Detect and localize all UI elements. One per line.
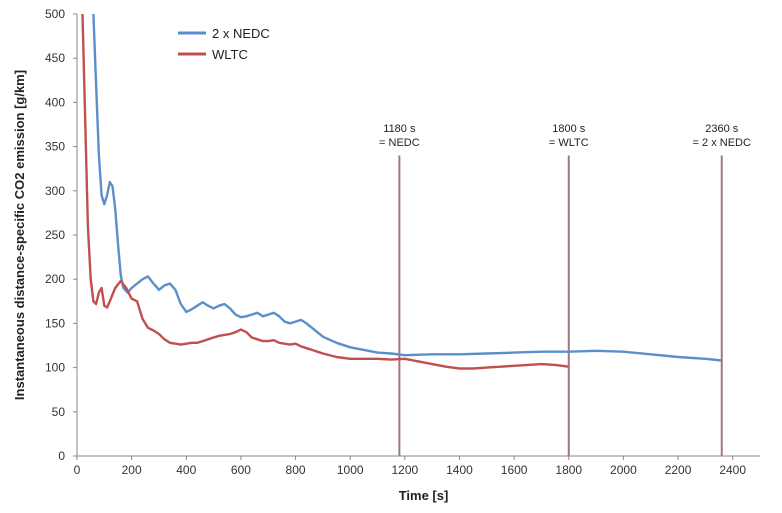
y-axis-title: Instantaneous distance-specific CO2 emis… <box>12 70 27 400</box>
x-tick-label: 0 <box>74 463 81 477</box>
x-tick-label: 2000 <box>610 463 637 477</box>
y-tick-label: 350 <box>45 140 65 154</box>
annotation-label-time: 1180 s <box>383 123 416 135</box>
legend: 2 x NEDC WLTC <box>178 26 270 62</box>
y-tick-label: 100 <box>45 361 65 375</box>
legend-label-wltc: WLTC <box>212 47 248 62</box>
x-tick-label: 1800 <box>555 463 582 477</box>
y-tick-label: 400 <box>45 95 65 109</box>
x-tick-label: 1400 <box>446 463 473 477</box>
y-tick-label: 450 <box>45 51 65 65</box>
annotation-label-cycle: = 2 x NEDC <box>693 137 751 149</box>
x-axis-title: Time [s] <box>399 488 449 503</box>
y-tick-label: 50 <box>52 405 66 419</box>
x-tick-label: 800 <box>286 463 306 477</box>
series-line-2-x-nedc <box>92 13 722 362</box>
series-line-wltc <box>81 13 569 370</box>
annotation-label-cycle: = NEDC <box>379 137 420 149</box>
x-tick-label: 2200 <box>665 463 692 477</box>
y-tick-label: 150 <box>45 316 65 330</box>
x-tick-label: 1200 <box>391 463 418 477</box>
legend-label-2x-nedc: 2 x NEDC <box>212 26 270 41</box>
annotation-label-time: 1800 s <box>552 123 586 135</box>
x-tick-label: 200 <box>122 463 142 477</box>
y-tick-label: 200 <box>45 272 65 286</box>
annotation-label-time: 2360 s <box>705 123 739 135</box>
x-tick-label: 1000 <box>337 463 364 477</box>
x-tick-label: 1600 <box>501 463 528 477</box>
y-tick-label: 0 <box>58 449 65 463</box>
y-tick-label: 250 <box>45 228 65 242</box>
x-tick-label: 400 <box>176 463 196 477</box>
y-tick-label: 500 <box>45 7 65 21</box>
y-tick-label: 300 <box>45 184 65 198</box>
x-tick-label: 2400 <box>719 463 746 477</box>
x-tick-label: 600 <box>231 463 251 477</box>
annotation-label-cycle: = WLTC <box>549 137 589 149</box>
